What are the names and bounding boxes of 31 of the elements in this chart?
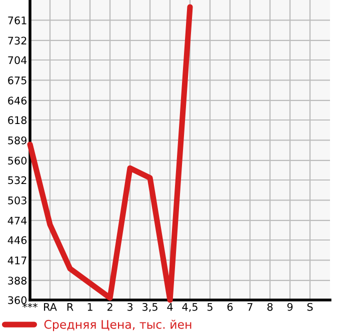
x-tick-label: 1 xyxy=(88,303,92,311)
x-tick-label: 3,5 xyxy=(142,302,158,312)
y-tick-label: 560 xyxy=(8,156,27,165)
x-tick-label: 3 xyxy=(127,302,132,311)
y-tick-label: 704 xyxy=(8,56,27,64)
y-tick-label: 532 xyxy=(8,176,26,184)
x-tick-label: 2 xyxy=(107,302,112,311)
y-tick-label: 417 xyxy=(8,256,26,264)
y-tick-label: 732 xyxy=(8,36,26,45)
y-tick-label: 646 xyxy=(8,96,27,105)
x-tick-label: 6 xyxy=(227,302,233,311)
y-tick-label: 589 xyxy=(8,136,26,144)
x-tick-label: S xyxy=(307,302,313,311)
y-tick-label: 474 xyxy=(8,216,27,224)
y-tick-label: 761 xyxy=(8,16,26,24)
x-tick-label: 4,5 xyxy=(182,303,198,312)
x-tick-label: 7 xyxy=(248,303,252,311)
legend-label: Средняя Цена, тыс. йен xyxy=(44,320,192,332)
x-tick-label: 4 xyxy=(167,303,173,311)
x-tick-label: 8 xyxy=(267,302,273,311)
y-tick-label: 503 xyxy=(8,196,26,204)
x-tick-label: RA xyxy=(44,303,57,311)
y-tick-label: 446 xyxy=(8,236,27,244)
y-tick-label: 388 xyxy=(8,276,27,285)
x-tick-label: R xyxy=(67,303,74,311)
x-tick-label: 9 xyxy=(287,302,293,311)
y-tick-label: 618 xyxy=(8,116,27,124)
y-tick-label: 675 xyxy=(8,76,26,84)
y-tick-label: 360 xyxy=(8,296,27,304)
x-tick-label: *** xyxy=(22,302,38,308)
x-tick-label: 5 xyxy=(207,303,212,311)
